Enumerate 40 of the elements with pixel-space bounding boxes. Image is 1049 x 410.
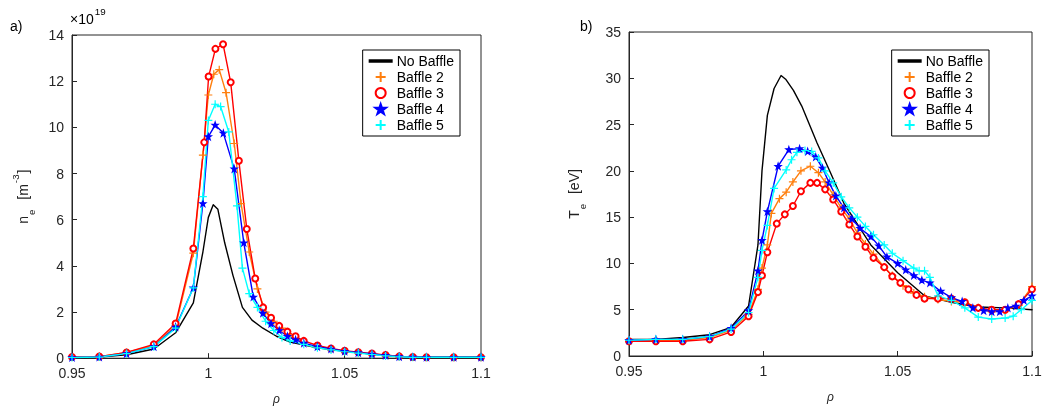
legend-label: Baffle 3 — [396, 85, 445, 101]
y-tick-label: 2 — [56, 304, 65, 321]
x-axis-title: ρ — [272, 392, 281, 406]
y-tick-label: 20 — [605, 162, 622, 179]
y-tick-label: 10 — [48, 119, 65, 136]
x-tick-label: 1 — [759, 363, 768, 379]
chart-title: a) — [10, 18, 23, 34]
y-tick-label: 0 — [56, 350, 65, 367]
x-tick-label: 1.1 — [1022, 363, 1042, 379]
legend-label: No Baffle — [925, 53, 984, 69]
legend-label: No Baffle — [396, 53, 455, 69]
y-tick-label: 4 — [56, 257, 65, 274]
y-tick-label: 0 — [613, 348, 622, 364]
y-tick-label: 15 — [605, 209, 622, 226]
y-tick-label: 30 — [605, 70, 622, 87]
y-tick-label: 12 — [48, 73, 65, 90]
y-tick-label: 5 — [613, 301, 622, 318]
x-tick-label: 1 — [204, 365, 213, 382]
x-tick-label: 0.95 — [58, 365, 86, 382]
x-tick-label: 1.05 — [331, 365, 359, 382]
y-tick-label: 6 — [56, 211, 65, 228]
x-tick-label: 1.05 — [884, 363, 912, 379]
legend-label: Baffle 2 — [396, 69, 445, 85]
legend-label: Baffle 2 — [925, 69, 974, 85]
legend-label: Baffle 4 — [925, 101, 974, 117]
y-tick-label: 14 — [48, 27, 65, 43]
legend-label: Baffle 5 — [925, 117, 974, 133]
y-tick-label: 25 — [605, 116, 622, 133]
y-tick-label: 35 — [605, 24, 622, 40]
y-axis-title: ne [m-3] — [10, 169, 37, 224]
legend-label: Baffle 5 — [396, 117, 445, 133]
y-tick-label: 10 — [605, 255, 622, 272]
x-tick-label: 1.1 — [471, 365, 491, 382]
legend-label: Baffle 4 — [396, 101, 445, 117]
x-tick-label: 0.95 — [615, 363, 643, 379]
legend-label: Baffle 3 — [925, 85, 974, 101]
y-tick-label: 8 — [56, 165, 65, 182]
chart-title: b) — [580, 18, 593, 34]
x-axis-title: ρ — [826, 389, 835, 404]
y-axis-title: Te [eV] — [566, 169, 588, 219]
